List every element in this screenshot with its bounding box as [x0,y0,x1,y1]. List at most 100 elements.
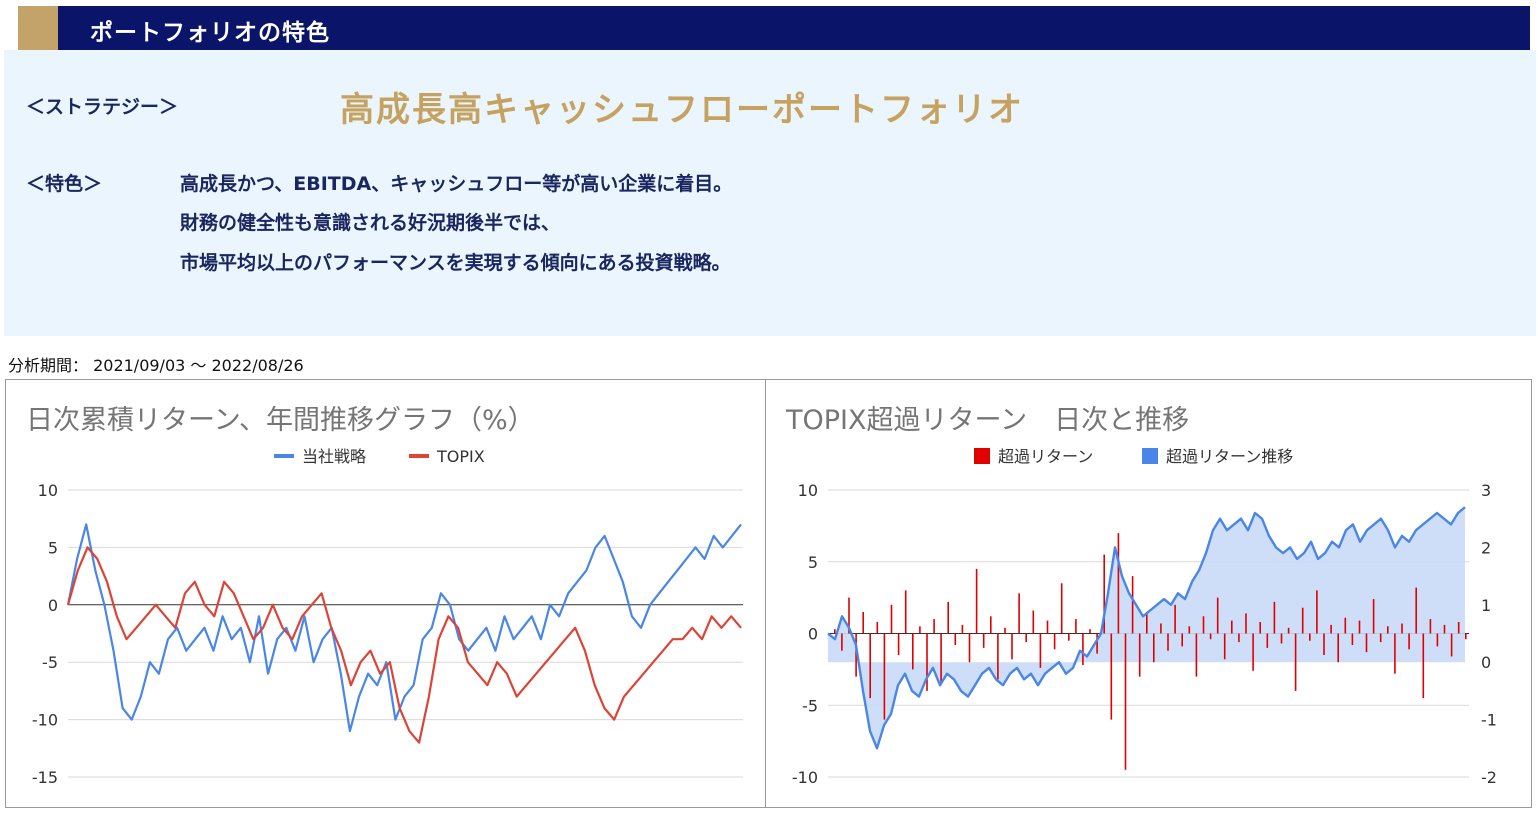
excess-return-bar [1096,633,1098,654]
excess-return-bar [1075,619,1077,634]
excess-return-bar [1401,623,1403,634]
excess-return-bar [1330,624,1332,634]
y-left-tick-label: -5 [802,696,818,715]
excess-return-bar [1301,607,1304,634]
excess-return-bar [1124,633,1127,770]
y-left-tick-label: 10 [798,481,818,500]
excess-return-bar [1344,617,1347,634]
excess-return-bar [862,612,864,634]
analysis-period: 分析期間： 2021/09/03 ～ 2022/08/26 [8,356,304,375]
excess-return-bar [1316,590,1318,634]
strategy-info-panel: ＜ストラテジー＞ 高成長高キャッシュフローポートフォリオ ＜特色＞ 高成長かつ、… [4,50,1536,336]
feature-line-1: 高成長かつ、EBITDA、キャッシュフロー等が高い企業に着目。 [180,173,733,195]
excess-return-bar [1089,629,1091,634]
excess-return-bar [1266,633,1269,648]
excess-return-bar [855,633,857,677]
y-left-tick-label: -10 [792,768,818,787]
excess-return-bar [841,633,843,651]
excess-return-bar [1231,620,1233,634]
excess-return-bar [1004,627,1006,634]
excess-return-bar [869,633,871,699]
excess-return-bar [1025,633,1027,643]
excess-return-bar [1153,633,1155,663]
excess-return-bar [1287,627,1290,634]
excess-return-bar [1103,554,1105,634]
excess-return-bar [1160,623,1162,634]
excess-return-bar [1146,612,1148,634]
legend-label: TOPIX [436,447,485,466]
excess-return-bar [1223,633,1226,660]
excess-return-bar [1443,624,1446,634]
excess-return-bar [1429,619,1432,634]
excess-return-bar [1273,601,1276,634]
excess-return-bar [1011,633,1013,660]
excess-return-bar [961,624,964,634]
excess-return-bar [883,633,886,720]
y-tick-label: 5 [48,538,58,557]
excess-return-bar [975,568,978,634]
y-right-tick-label: 0 [1481,653,1491,672]
excess-return-bar [1039,633,1042,668]
feature-label: ＜特色＞ [26,173,103,195]
y-tick-label: -5 [42,653,58,672]
section-banner: ポートフォリオの特色 [18,6,1530,50]
feature-line-3: 市場平均以上のパフォーマンスを実現する傾向にある投資戦略。 [180,252,731,274]
legend-swatch [974,448,990,464]
excess-return-bar [1167,633,1169,651]
excess-return-bar [1131,576,1134,634]
legend-swatch [1142,448,1158,464]
excess-return-bar [890,604,893,634]
excess-return-bar [954,633,957,645]
feature-line-2: 財務の健全性も意識される好況期後半では、 [180,212,561,234]
excess-return-bar [1174,604,1176,634]
y-tick-label: -10 [32,711,58,730]
strategy-name: 高成長高キャッシュフローポートフォリオ [340,90,1024,130]
excess-return-bar [982,633,985,648]
excess-return-bar [1372,599,1375,634]
excess-return-bar [848,597,850,634]
cumulative-return-chart-panel: 日次累積リターン、年間推移グラフ（%） 10 5 0 -5 -10 -15 当社戦略 TOPI… [5,379,766,808]
excess-return-chart-panel: TOPIX超過リターン 日次と推移 10 5 0 -5 -10 3 2 1 0 -1 -2 超過リター… [765,379,1532,808]
banner-accent [18,6,58,50]
excess-return-bar [904,590,907,634]
excess-return-bar [1046,620,1049,634]
y-left-tick-label: 0 [808,625,818,644]
excess-return-bar [1337,633,1339,663]
excess-return-bar [1450,633,1453,657]
excess-return-bar [933,619,935,634]
excess-return-bar [968,633,971,663]
legend-label: 超過リターン推移 [1166,447,1293,466]
y-tick-label: 10 [38,481,58,500]
excess-return-bar [1053,633,1056,650]
excess-return-bar [1408,633,1410,650]
excess-return-bar [926,633,928,691]
excess-return-bar [1238,633,1240,643]
excess-return-bar [1068,633,1070,641]
y-right-tick-label: -2 [1481,768,1497,787]
excess-return-bar [1415,587,1417,634]
excess-return-bar [1422,633,1425,699]
chart1-title: 日次累積リターン、年間推移グラフ（%） [26,405,535,436]
excess-return-bar [1138,633,1141,677]
legend-label: 超過リターン [998,447,1093,466]
y-tick-label: 0 [48,596,58,615]
excess-return-bar [997,633,999,680]
excess-return-bar [1394,633,1396,674]
trend-line [827,506,1466,750]
excess-return-bar [1358,620,1361,634]
excess-return-bar [1060,583,1063,634]
y-right-tick-label: 1 [1481,596,1491,615]
excess-return-bar [1117,533,1120,634]
excess-return-bar [919,626,921,634]
excess-return-bar [1387,626,1389,634]
chart2-title: TOPIX超過リターン 日次と推移 [786,405,1190,436]
cumulative-return-chart: 10 5 0 -5 -10 -15 当社戦略 TOPIX [32,447,743,787]
excess-return-bar [1245,613,1247,634]
excess-return-bar [1181,633,1183,647]
excess-return-bar [1465,633,1467,640]
excess-return-bar [1309,633,1311,641]
excess-return-bar [876,622,879,634]
excess-return-bar [1032,610,1035,634]
excess-return-bar [1280,633,1283,644]
